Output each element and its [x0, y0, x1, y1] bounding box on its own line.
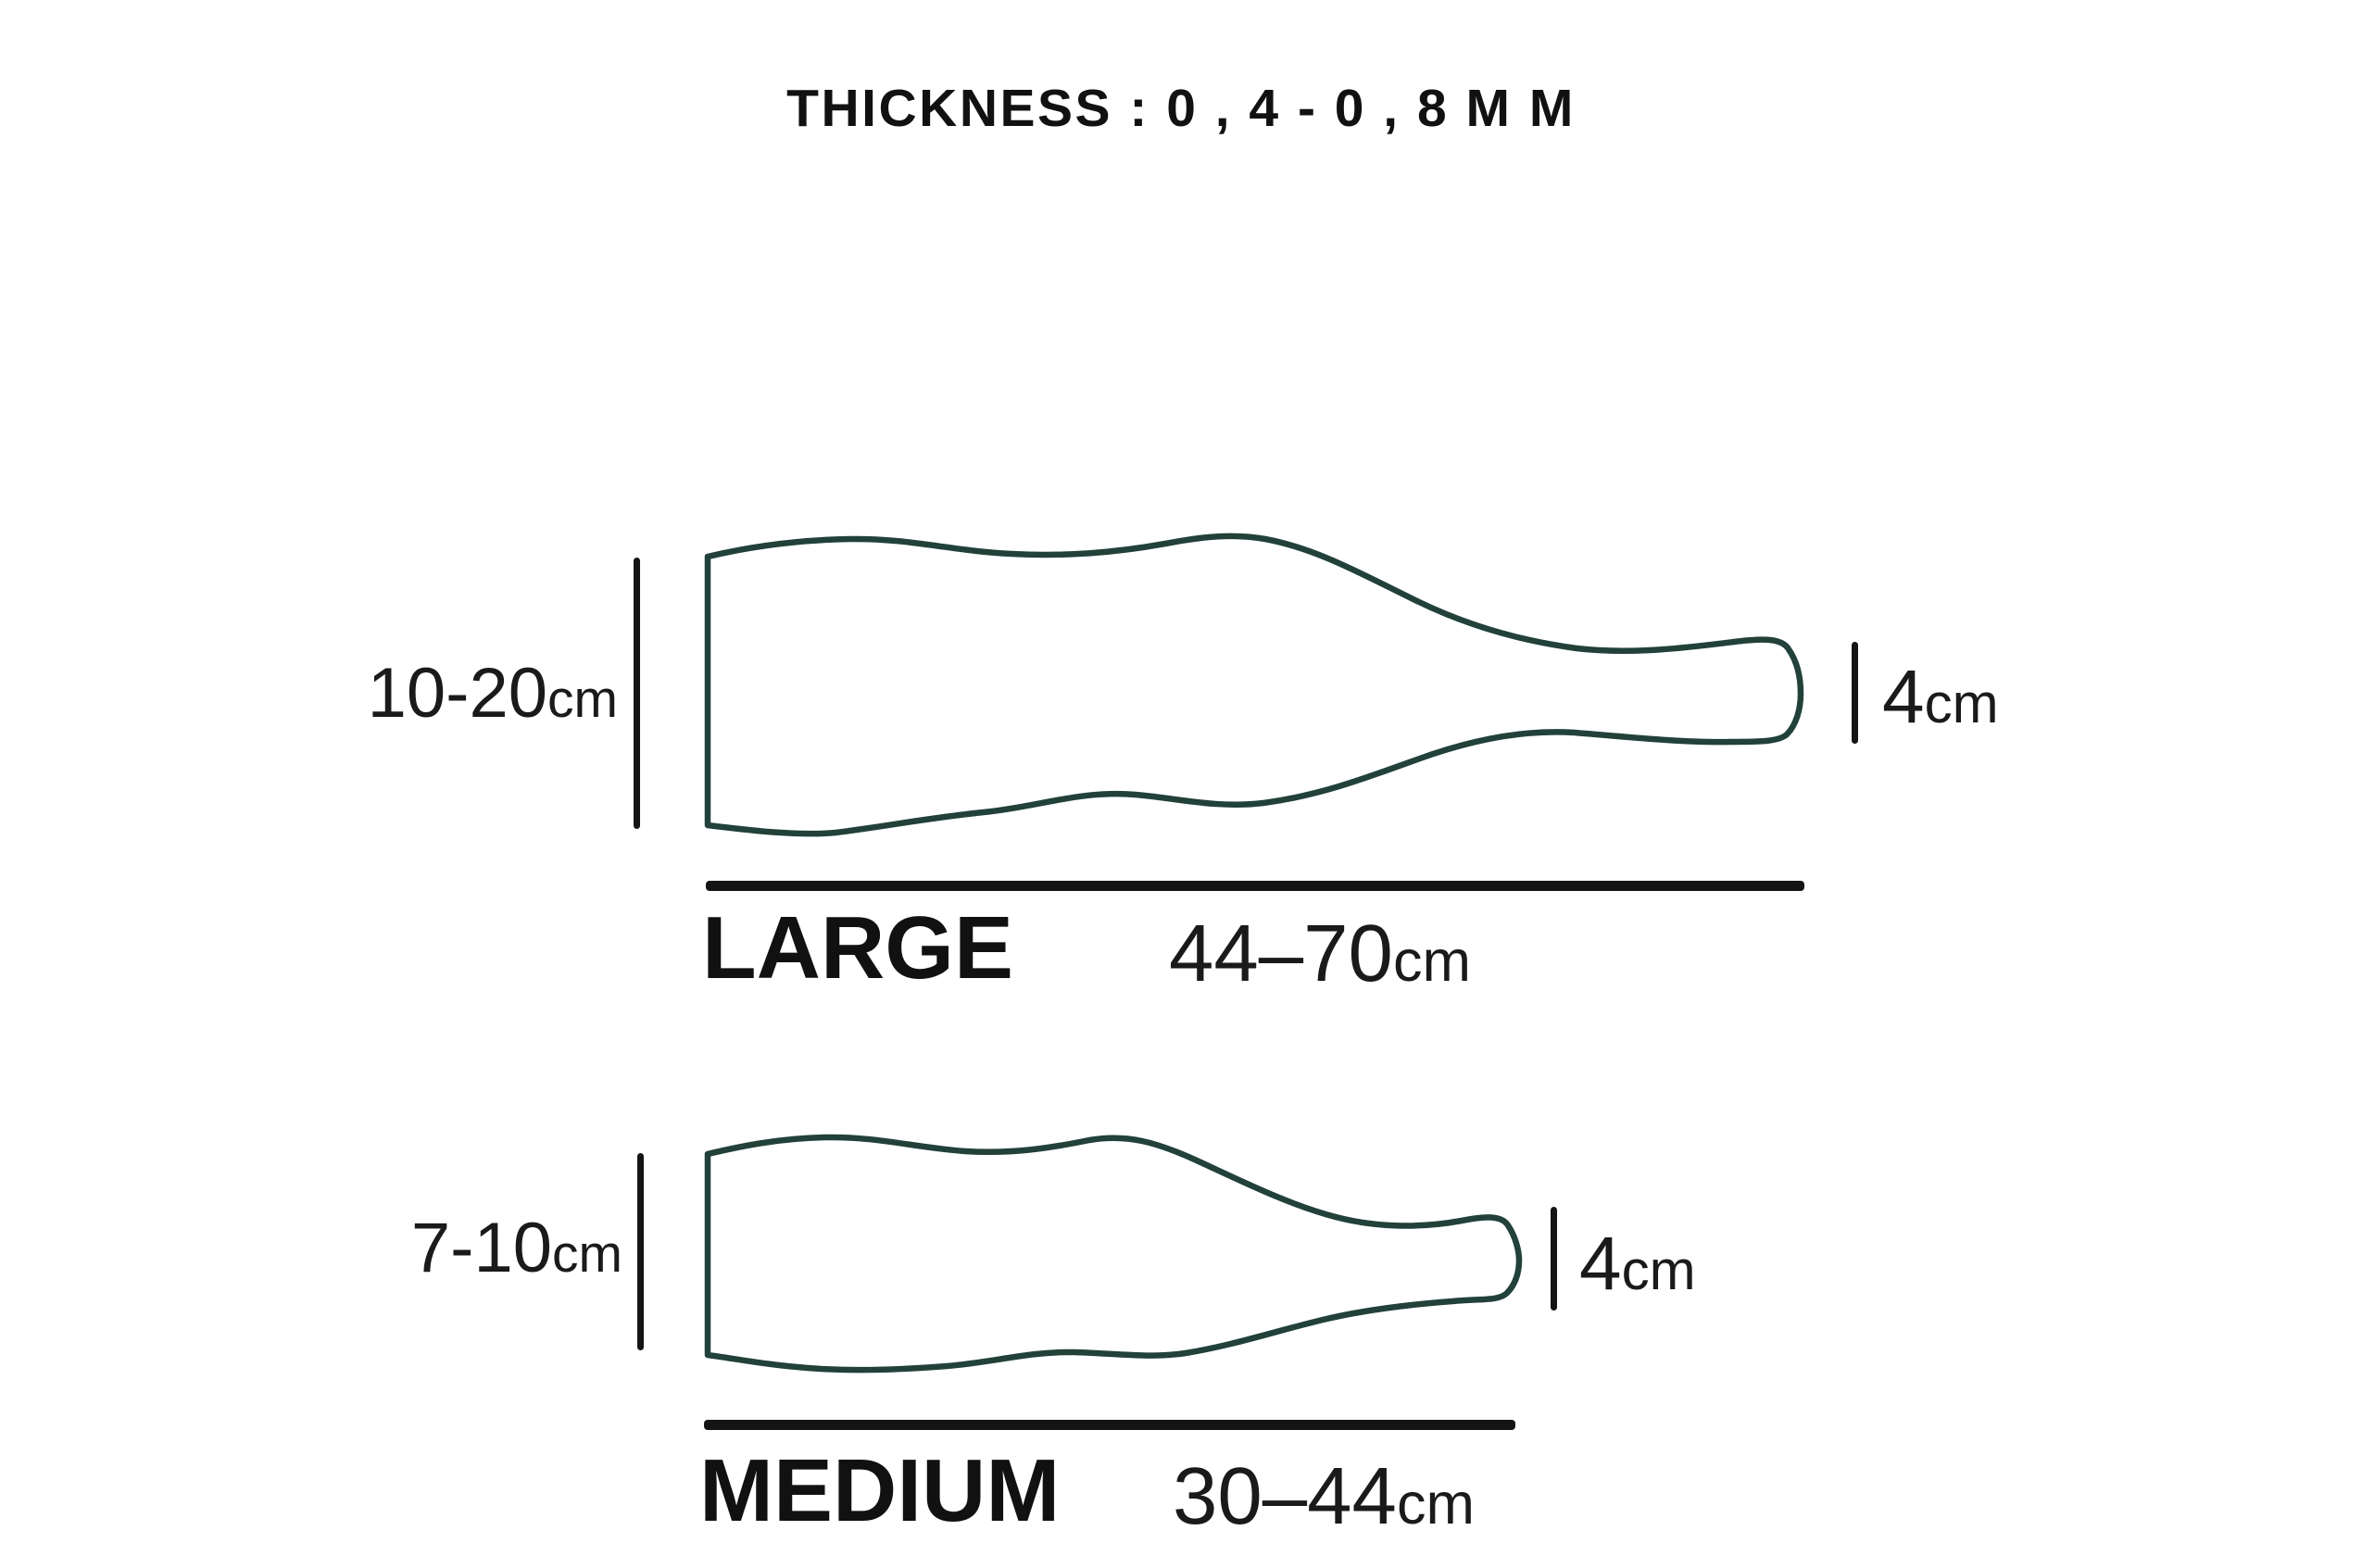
medium-size-name: MEDIUM — [699, 1441, 1061, 1540]
medium-tip-dimension-line — [1551, 1207, 1557, 1311]
thickness-title: THICKNESS : 0 , 4 - 0 , 8 M M — [786, 79, 1576, 138]
medium-height-unit: cm — [552, 1224, 622, 1284]
large-tip-value: 4 — [1882, 655, 1925, 739]
large-height-dimension-line — [634, 558, 640, 829]
large-height-unit: cm — [547, 670, 618, 729]
medium-height-label: 7-10 cm — [411, 1213, 622, 1284]
medium-length-value: 30–44 — [1173, 1451, 1397, 1541]
medium-hide-shape — [704, 1134, 1523, 1374]
large-length-unit: cm — [1392, 929, 1471, 994]
medium-length-label: 30–44 cm — [1173, 1456, 1475, 1537]
large-size-name: LARGE — [702, 898, 1013, 997]
medium-length-baseline — [704, 1420, 1515, 1430]
large-height-label: 10-20 cm — [368, 659, 618, 729]
large-length-value: 44–70 — [1169, 909, 1393, 998]
medium-tip-unit: cm — [1621, 1239, 1696, 1301]
medium-length-unit: cm — [1396, 1472, 1475, 1537]
large-length-baseline — [706, 881, 1804, 891]
large-height-value: 10-20 — [367, 654, 548, 733]
medium-tip-label: 4 cm — [1579, 1226, 1696, 1302]
large-tip-label: 4 cm — [1882, 659, 1999, 735]
medium-height-value: 7-10 — [410, 1209, 553, 1287]
large-tip-dimension-line — [1852, 642, 1858, 744]
large-tip-unit: cm — [1924, 672, 1999, 734]
medium-tip-value: 4 — [1579, 1222, 1622, 1306]
large-hide-shape — [704, 533, 1804, 837]
large-length-label: 44–70 cm — [1169, 913, 1471, 994]
medium-height-dimension-line — [637, 1153, 644, 1350]
